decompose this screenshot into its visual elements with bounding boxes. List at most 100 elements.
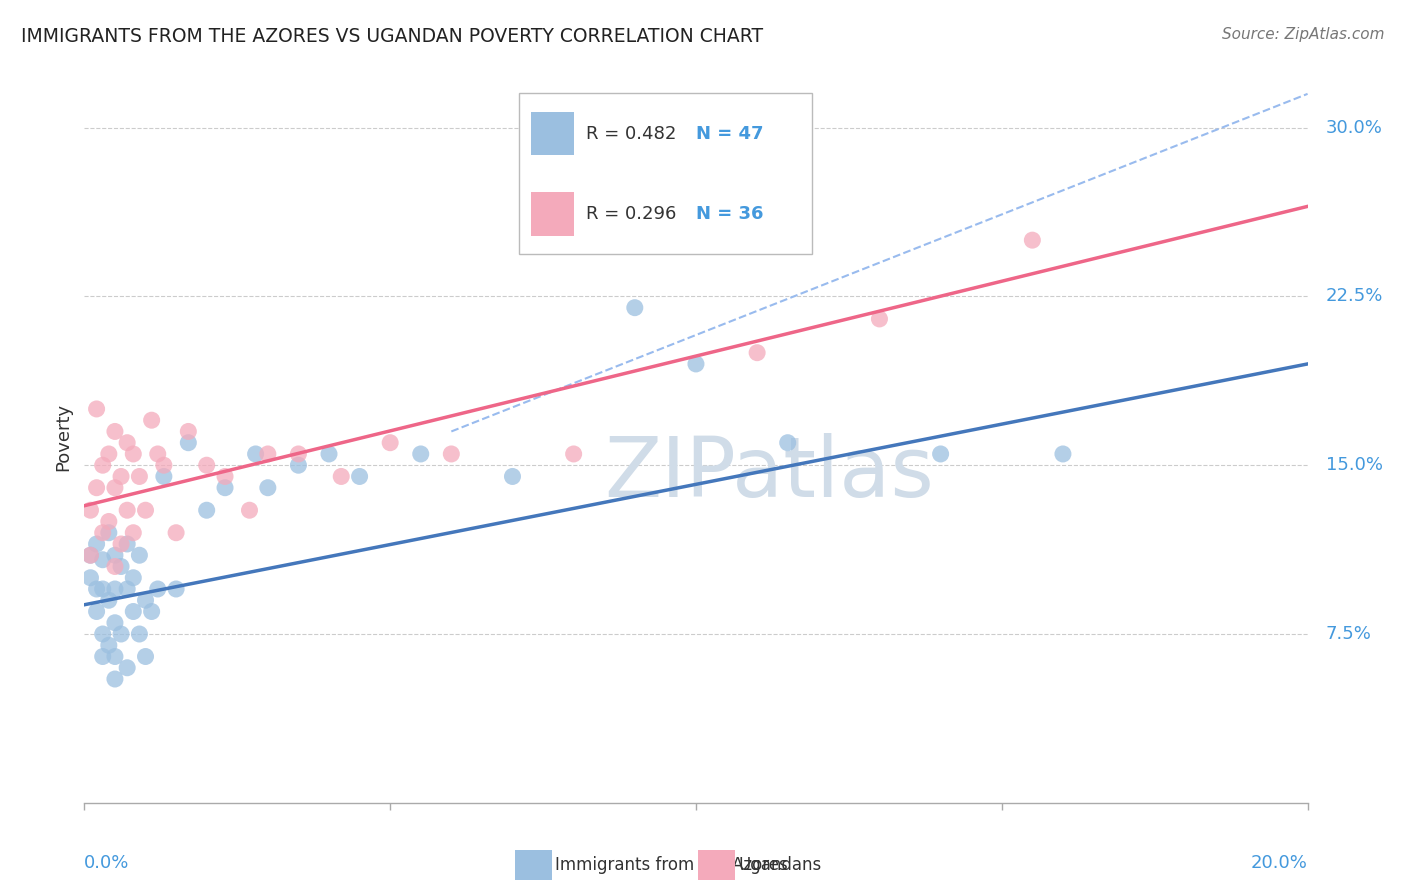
Point [869, 312, 891, 326]
Text: 22.5%: 22.5% [1326, 287, 1384, 305]
Point [195, 503, 218, 517]
Point [146, 582, 169, 596]
Point [79, 503, 101, 517]
Point [91, 627, 114, 641]
Point [86, 605, 108, 619]
FancyBboxPatch shape [515, 850, 551, 880]
Text: ZIPatlas: ZIPatlas [605, 434, 935, 514]
Point [153, 458, 176, 473]
Point [115, 503, 138, 517]
Point [128, 627, 150, 641]
Point [86, 401, 108, 416]
Text: N = 47: N = 47 [696, 125, 763, 143]
Point [257, 481, 280, 495]
Point [86, 537, 108, 551]
Point [104, 548, 127, 562]
Point [110, 559, 132, 574]
Point [245, 447, 267, 461]
Point [86, 481, 108, 495]
Text: Immigrants from the Azores: Immigrants from the Azores [555, 856, 787, 874]
Point [141, 605, 163, 619]
Point [91, 582, 114, 596]
FancyBboxPatch shape [699, 850, 735, 880]
Point [104, 615, 127, 630]
Point [128, 548, 150, 562]
Point [141, 413, 163, 427]
Point [104, 559, 127, 574]
Point [128, 469, 150, 483]
Point [104, 672, 127, 686]
Text: IMMIGRANTS FROM THE AZORES VS UGANDAN POVERTY CORRELATION CHART: IMMIGRANTS FROM THE AZORES VS UGANDAN PO… [21, 27, 763, 45]
Point [135, 649, 157, 664]
Point [747, 345, 769, 359]
Point [97, 593, 120, 607]
Point [502, 469, 524, 483]
Point [195, 458, 218, 473]
Point [153, 469, 176, 483]
Point [122, 447, 145, 461]
Point [104, 481, 127, 495]
Point [110, 537, 132, 551]
Point [86, 582, 108, 596]
Point [97, 525, 120, 540]
Point [287, 447, 309, 461]
Text: R = 0.296: R = 0.296 [586, 205, 676, 223]
Point [214, 469, 236, 483]
Point [409, 447, 432, 461]
Point [79, 571, 101, 585]
Text: Ugandans: Ugandans [738, 856, 823, 874]
Point [776, 435, 799, 450]
Point [349, 469, 371, 483]
Point [214, 481, 236, 495]
Point [97, 515, 120, 529]
Text: Source: ZipAtlas.com: Source: ZipAtlas.com [1222, 27, 1385, 42]
Point [91, 649, 114, 664]
Point [685, 357, 707, 371]
Point [165, 525, 187, 540]
Point [104, 425, 127, 439]
Point [330, 469, 353, 483]
Point [177, 435, 200, 450]
Y-axis label: Poverty: Poverty [55, 403, 73, 471]
Point [929, 447, 952, 461]
FancyBboxPatch shape [519, 94, 813, 254]
Point [79, 548, 101, 562]
Point [110, 469, 132, 483]
Point [624, 301, 647, 315]
Point [91, 553, 114, 567]
Point [115, 582, 138, 596]
Text: 30.0%: 30.0% [1326, 119, 1384, 136]
Point [104, 582, 127, 596]
Point [287, 458, 309, 473]
Point [257, 447, 280, 461]
Point [1021, 233, 1043, 247]
Point [97, 447, 120, 461]
Point [97, 638, 120, 652]
Text: 0.0%: 0.0% [84, 854, 129, 872]
Point [104, 649, 127, 664]
Point [115, 661, 138, 675]
Point [115, 435, 138, 450]
Point [1052, 447, 1074, 461]
Point [91, 458, 114, 473]
Point [91, 525, 114, 540]
Text: 15.0%: 15.0% [1326, 456, 1384, 475]
Point [115, 537, 138, 551]
Text: R = 0.482: R = 0.482 [586, 125, 676, 143]
Text: 7.5%: 7.5% [1326, 625, 1372, 643]
Point [110, 627, 132, 641]
Text: 20.0%: 20.0% [1251, 854, 1308, 872]
FancyBboxPatch shape [531, 112, 574, 155]
Point [122, 525, 145, 540]
Point [318, 447, 340, 461]
Point [146, 447, 169, 461]
Point [135, 593, 157, 607]
Point [122, 571, 145, 585]
FancyBboxPatch shape [531, 192, 574, 236]
Point [79, 548, 101, 562]
Point [440, 447, 463, 461]
Point [135, 503, 157, 517]
Point [122, 605, 145, 619]
Point [165, 582, 187, 596]
Point [238, 503, 260, 517]
